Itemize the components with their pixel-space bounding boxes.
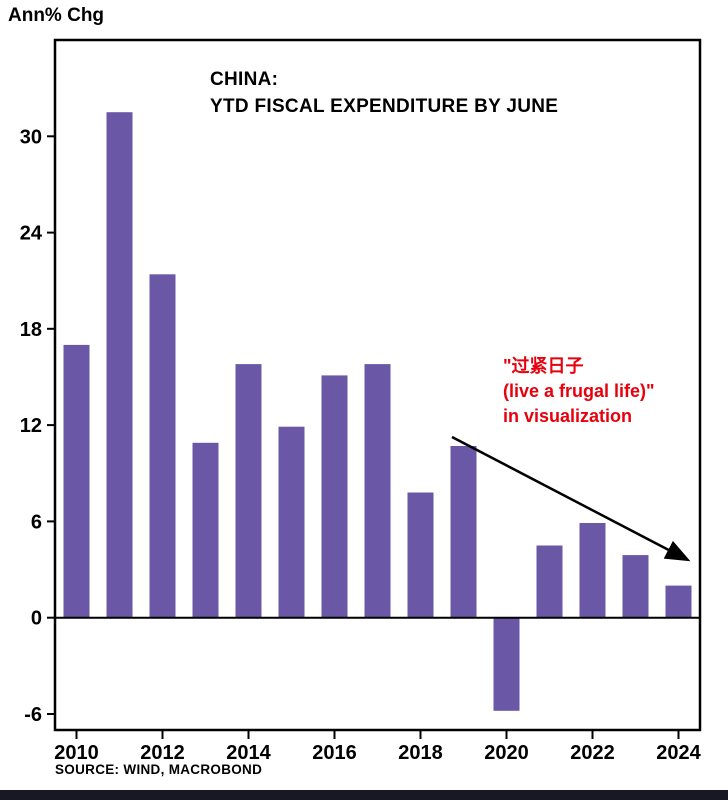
x-tick-label: 2010 — [54, 742, 99, 764]
bar-2010 — [63, 344, 90, 618]
y-tick-label: 30 — [20, 126, 42, 148]
chart-title-line1: CHINA: — [210, 69, 279, 90]
trend-arrow — [451, 435, 691, 562]
x-tick-label: 2016 — [312, 742, 357, 764]
y-tick-label: -6 — [24, 704, 42, 726]
bar-2015 — [278, 426, 305, 618]
annotation-line3: in visualization — [503, 406, 633, 426]
bar-2019 — [450, 446, 477, 618]
bar-2021 — [536, 545, 563, 618]
x-tick-label: 2012 — [140, 742, 185, 764]
bar-2011 — [106, 112, 133, 618]
y-tick-label: 0 — [31, 608, 42, 630]
bar-2017 — [364, 364, 391, 618]
y-tick-label: 6 — [31, 511, 42, 533]
y-tick-label: 24 — [20, 223, 43, 245]
y-tick-label: 18 — [20, 319, 42, 341]
chart-title-line2: YTD FISCAL EXPENDITURE BY JUNE — [210, 96, 559, 117]
plot-frame — [53, 38, 702, 732]
annotation-line2: (live a frugal life)" — [503, 381, 655, 401]
source-label: SOURCE: WIND, MACROBOND — [55, 762, 263, 777]
bar-2020 — [493, 617, 520, 711]
annotation-line1: "过紧日子 — [503, 356, 584, 376]
bar-2012 — [149, 274, 176, 618]
y-tick-label: 12 — [20, 415, 42, 437]
x-tick-label: 2024 — [656, 742, 701, 764]
y-axis-unit-label: Ann% Chg — [8, 5, 105, 26]
x-tick-label: 2020 — [484, 742, 529, 764]
bar-2013 — [192, 442, 219, 618]
bar-2024 — [665, 585, 692, 618]
x-tick-label: 2022 — [570, 742, 615, 764]
x-tick-label: 2014 — [226, 742, 271, 764]
x-tick-label: 2018 — [398, 742, 443, 764]
annotation-frugal-life: "过紧日子 (live a frugal life)" in visualiza… — [503, 354, 655, 429]
bar-2023 — [622, 555, 649, 618]
chart-title: CHINA: YTD FISCAL EXPENDITURE BY JUNE — [210, 66, 558, 120]
bar-2016 — [321, 375, 348, 618]
bar-2022 — [579, 523, 606, 618]
bar-2018 — [407, 492, 434, 618]
footer-strip — [0, 790, 728, 800]
bar-2014 — [235, 364, 262, 618]
